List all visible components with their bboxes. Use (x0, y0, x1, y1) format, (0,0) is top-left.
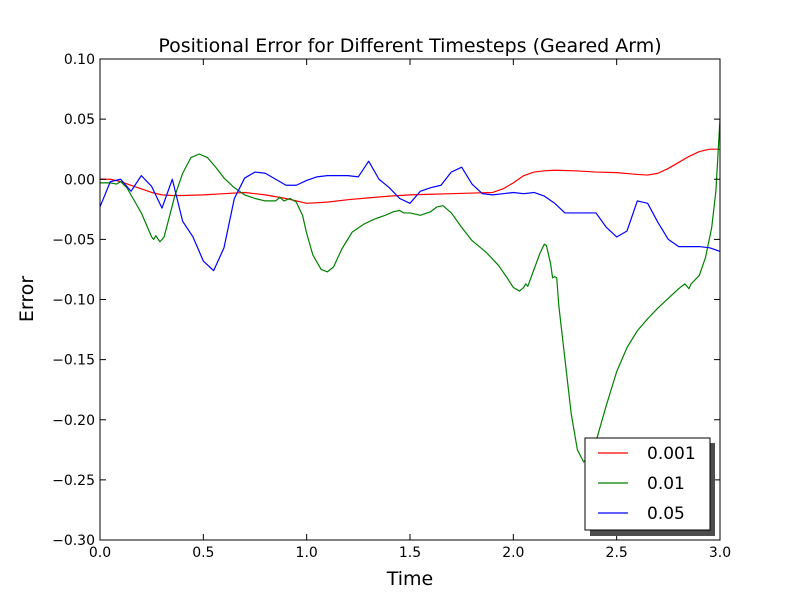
legend-label: 0.001 (647, 444, 696, 464)
y-tick-label: −0.25 (52, 473, 95, 489)
x-axis-ticks: 0.0 0.5 1.0 1.5 2.0 2.5 3.0 (89, 59, 731, 561)
x-tick-label: 3.0 (709, 545, 731, 561)
x-tick-label: 1.0 (296, 545, 318, 561)
y-tick-label: −0.20 (52, 413, 95, 429)
x-tick-label: 0.5 (192, 545, 214, 561)
x-tick-label: 2.5 (606, 545, 628, 561)
y-tick-label: −0.10 (52, 293, 95, 309)
series-layer (100, 119, 720, 463)
y-tick-label: −0.05 (52, 232, 95, 248)
legend-label: 0.01 (647, 474, 685, 494)
chart-title: Positional Error for Different Timesteps… (158, 35, 661, 57)
legend-entries: 0.001 0.01 0.05 (598, 444, 696, 524)
legend-label: 0.05 (647, 504, 685, 524)
series-line-0.05 (100, 160, 720, 272)
legend: 0.001 0.01 0.05 (584, 437, 715, 536)
y-tick-label: −0.15 (52, 353, 95, 369)
y-axis-label: Error (16, 276, 38, 323)
x-axis-label: Time (386, 568, 434, 590)
y-tick-label: 0.10 (64, 52, 95, 68)
x-tick-label: 2.0 (502, 545, 524, 561)
y-tick-label: 0.05 (64, 112, 95, 128)
series-line-0.01 (100, 119, 720, 463)
x-tick-label: 1.5 (399, 545, 421, 561)
y-axis-ticks: 0.10 0.05 0.00 −0.05 −0.10 −0.15 −0.20 −0.25 −0.… (52, 52, 720, 549)
y-tick-label: 0.00 (64, 172, 95, 188)
series-line-0.001 (100, 148, 720, 204)
x-tick-label: 0.0 (89, 545, 111, 561)
y-tick-label: −0.30 (52, 533, 95, 549)
